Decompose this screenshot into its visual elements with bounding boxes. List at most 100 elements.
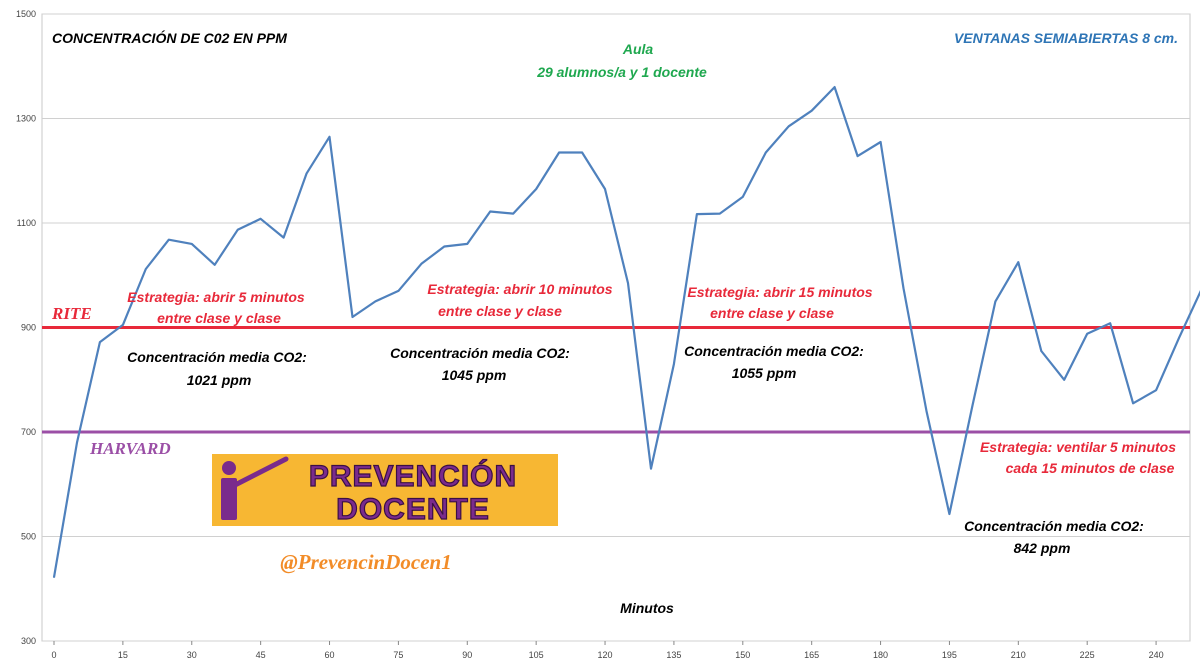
data-point	[420, 262, 423, 265]
data-point	[925, 410, 928, 412]
x-tick-label: 30	[187, 650, 197, 660]
data-point	[190, 243, 193, 245]
strategy-1-line1: Estrategia: abrir 5 minutos	[127, 289, 305, 305]
x-tick-label: 240	[1149, 650, 1164, 660]
data-point	[282, 236, 285, 239]
prevencion-docente-logo: PREVENCIÓN DOCENTE	[212, 454, 558, 527]
data-point	[489, 210, 492, 213]
data-point	[1132, 402, 1134, 405]
x-tick-label: 195	[942, 650, 957, 660]
data-point	[833, 86, 836, 88]
data-point	[99, 341, 101, 343]
strategy-4-line2: cada 15 minutos de clase	[1006, 460, 1175, 476]
logo-line1: PREVENCIÓN	[309, 459, 517, 493]
x-tick-label: 75	[393, 650, 403, 660]
x-tick-label: 15	[118, 650, 128, 660]
x-tick-label: 45	[256, 650, 266, 660]
data-point	[53, 576, 55, 579]
x-tick-label: 90	[462, 650, 472, 660]
data-point	[696, 213, 698, 215]
strategy-4-line1: Estrategia: ventilar 5 minutos	[980, 439, 1176, 455]
data-point	[879, 141, 882, 143]
y-tick-label: 900	[21, 323, 36, 333]
data-point	[328, 135, 331, 138]
data-point	[145, 268, 147, 270]
y-tick-label: 300	[21, 636, 36, 646]
data-point	[604, 188, 606, 190]
mean-3-label: Concentración media CO2:	[684, 343, 864, 359]
data-point	[719, 212, 721, 215]
strategy-1-line2: entre clase y clase	[157, 310, 281, 326]
data-point	[1109, 322, 1111, 325]
mean-1-value: 1021 ppm	[187, 372, 252, 388]
x-tick-label: 150	[735, 650, 750, 660]
data-point	[1017, 261, 1020, 263]
y-tick-label: 700	[21, 427, 36, 437]
y-tick-label: 1300	[16, 114, 36, 124]
data-point	[168, 238, 170, 241]
x-tick-label: 105	[529, 650, 544, 660]
strategy-3-line1: Estrategia: abrir 15 minutos	[687, 284, 872, 300]
mean-1-label: Concentración media CO2:	[127, 349, 307, 365]
data-point	[581, 151, 583, 154]
mean-4-label: Concentración media CO2:	[964, 518, 1144, 534]
data-point	[1086, 332, 1088, 335]
teacher-pointer-icon	[221, 456, 289, 520]
data-point	[236, 228, 239, 231]
data-point	[213, 264, 216, 266]
x-axis-label: Minutos	[620, 600, 674, 616]
data-point	[810, 109, 813, 112]
data-point	[1155, 389, 1157, 392]
x-tick-label: 165	[804, 650, 819, 660]
rite-label: RITE	[51, 304, 92, 323]
x-tick-label: 120	[598, 650, 613, 660]
data-point	[650, 467, 652, 470]
reference-lines-layer	[42, 326, 1190, 434]
mean-2-label: Concentración media CO2:	[390, 345, 570, 361]
chart-title: CONCENTRACIÓN DE C02 EN PPM	[52, 29, 287, 46]
strategy-3-line2: entre clase y clase	[710, 305, 834, 321]
data-point	[122, 324, 124, 326]
data-point	[558, 151, 560, 154]
data-point	[512, 212, 514, 215]
x-tick-label: 210	[1011, 650, 1026, 660]
data-point	[742, 196, 744, 198]
logo-line2: DOCENTE	[336, 493, 490, 526]
data-point	[1040, 350, 1043, 352]
data-point	[76, 441, 78, 444]
y-tick-label: 500	[21, 532, 36, 542]
mean-4-value: 842 ppm	[1014, 540, 1071, 556]
data-point	[535, 188, 537, 190]
data-point	[948, 513, 951, 515]
data-point	[971, 405, 974, 407]
data-point	[856, 155, 859, 157]
x-tick-label: 135	[666, 650, 681, 660]
strategy-2-line2: entre clase y clase	[438, 303, 562, 319]
data-point	[994, 300, 997, 303]
data-point	[374, 300, 377, 303]
data-point	[673, 363, 675, 365]
axis-layer: 300 500 700 900 1100 1300 1500 0 15 30 45 60 75 90 105…	[16, 9, 1164, 660]
y-tick-label: 1100	[17, 218, 36, 228]
data-point	[1178, 337, 1180, 339]
data-point	[627, 282, 629, 284]
data-point	[787, 125, 790, 128]
y-tick-label: 1500	[16, 9, 36, 19]
data-point	[397, 290, 400, 292]
x-tick-label: 0	[51, 650, 56, 660]
data-point	[443, 245, 446, 248]
x-tick-label: 180	[873, 650, 888, 660]
strategy-2-line1: Estrategia: abrir 10 minutos	[427, 281, 612, 297]
data-point	[466, 243, 469, 245]
data-point	[902, 287, 905, 290]
aula-label: Aula	[622, 41, 654, 57]
data-point	[764, 151, 767, 154]
harvard-label: HARVARD	[89, 439, 171, 458]
twitter-handle: @PrevencinDocen1	[280, 550, 451, 574]
data-point	[1063, 378, 1066, 381]
x-tick-label: 60	[325, 650, 335, 660]
data-point	[351, 316, 354, 318]
data-point	[305, 172, 308, 175]
chart-subtitle-right: VENTANAS SEMIABIERTAS 8 cm.	[954, 30, 1178, 46]
